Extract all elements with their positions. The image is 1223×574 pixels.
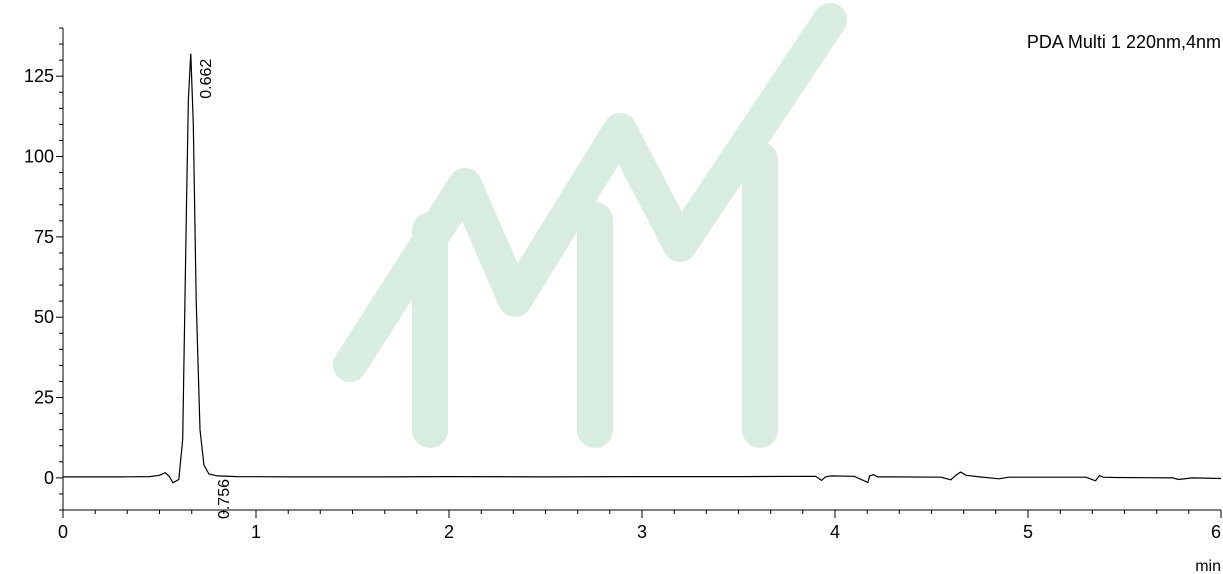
y-tick-label: 0 — [44, 468, 54, 488]
peak-label: 0.662 — [198, 59, 215, 99]
chromatogram-trace — [63, 53, 1222, 484]
x-tick-label: 1 — [251, 522, 261, 542]
x-tick-label: 3 — [637, 522, 647, 542]
watermark-logo — [333, 3, 847, 448]
trace-layer — [63, 53, 1222, 484]
y-tick-label: 125 — [24, 66, 54, 86]
x-tick-label: 0 — [58, 522, 68, 542]
peak-label: 0.756 — [216, 479, 233, 519]
x-tick-label: 4 — [830, 522, 840, 542]
watermark-mm-shape — [333, 3, 847, 382]
x-tick-label: 2 — [444, 522, 454, 542]
x-unit-label: min — [1195, 558, 1221, 574]
legend-label: PDA Multi 1 220nm,4nm — [1027, 32, 1221, 52]
labels-layer: PDA Multi 1 220nm,4nm 0.662 0.756 — [198, 32, 1221, 519]
axes-group: 0 25 50 75 100 125 0 1 2 3 4 5 6 min — [24, 27, 1222, 574]
y-tick-label: 75 — [34, 227, 54, 247]
x-tick-label: 5 — [1023, 522, 1033, 542]
y-tick-label: 50 — [34, 307, 54, 327]
x-tick-label: 6 — [1211, 522, 1221, 542]
y-tick-label: 100 — [24, 147, 54, 167]
y-tick-label: 25 — [34, 388, 54, 408]
